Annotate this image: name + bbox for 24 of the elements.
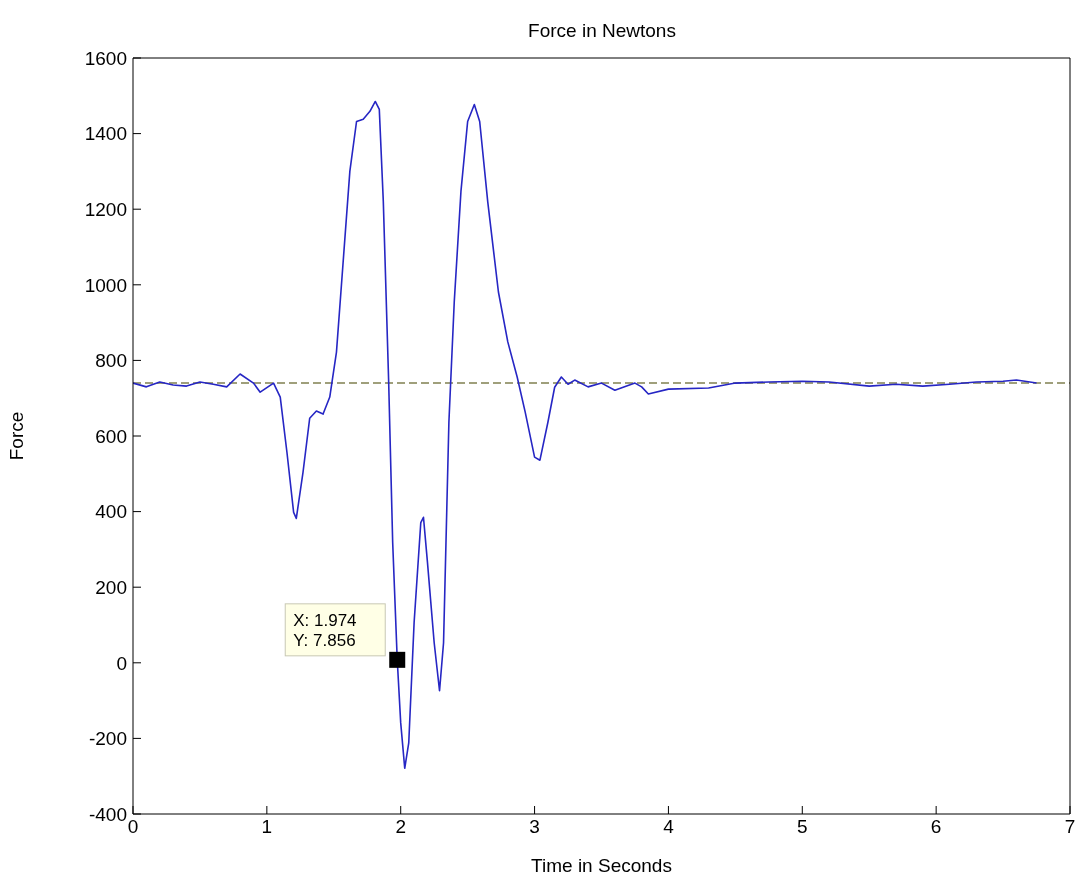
line-series: [133, 100, 1038, 770]
y-tick-label: -400: [88, 803, 127, 825]
y-tick-label: 400: [95, 501, 127, 523]
x-tick-label: 7: [1064, 816, 1076, 838]
y-tick-label: 0: [116, 652, 127, 674]
x-tick-label: 1: [261, 816, 273, 838]
x-tick-label: 5: [797, 816, 808, 838]
y-tick-label: 200: [95, 576, 127, 598]
y-tick-label: 600: [95, 425, 127, 447]
annotation: X: 1.974 Y: 7.856: [293, 610, 357, 650]
x-tick-label: 3: [529, 816, 540, 838]
x-axis-title: Time in Seconds: [531, 855, 672, 876]
y-axis-title: Force: [5, 411, 27, 461]
y-tick-label: 1000: [84, 274, 127, 296]
chart-title: Force in Newtons: [527, 20, 677, 42]
y-tick-label: 1400: [84, 123, 127, 145]
x-tick-label: 4: [663, 816, 675, 838]
y-tick-label: 1200: [84, 198, 127, 220]
x-tick-label: 2: [395, 816, 406, 838]
y-tick-label: 800: [95, 350, 127, 372]
y-tick-label: -200: [88, 728, 127, 750]
x-tick-label: 6: [930, 816, 942, 838]
datatip-box: X: 1.974 Y: 7.856: [284, 603, 386, 657]
y-tick-label: 1600: [84, 47, 127, 69]
